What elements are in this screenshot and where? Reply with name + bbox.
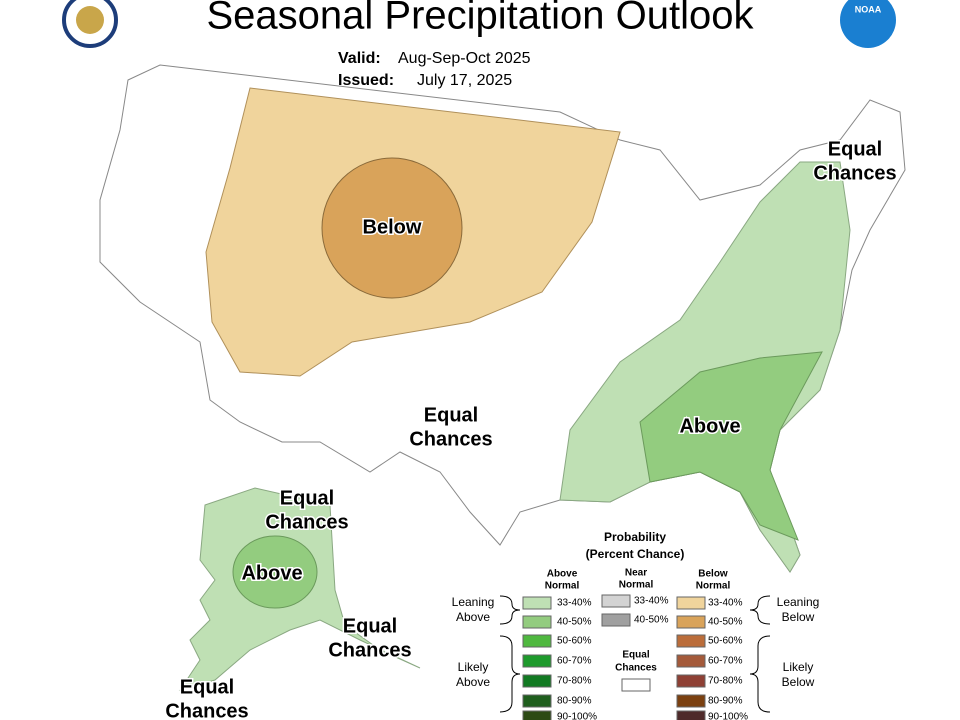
region-label: Above [679, 415, 740, 437]
issued-label: Issued: [338, 72, 394, 89]
alaska-above-area [232, 535, 318, 609]
issued-value: July 17, 2025 [417, 72, 512, 89]
valid-label: Valid: [338, 50, 381, 67]
legend-range: 40-50% [557, 617, 592, 628]
legend-swatch [676, 654, 706, 668]
legend-swatch [522, 596, 552, 610]
legend-range: 70-80% [557, 676, 592, 687]
region-label: Chances [813, 162, 896, 184]
region-label: Above [241, 562, 302, 584]
legend-range: 70-80% [708, 676, 743, 687]
region-label: Equal [424, 404, 478, 426]
legend-range: 50-60% [557, 636, 592, 647]
below-40-50-area [321, 157, 463, 299]
legend-column-header: Normal [619, 580, 654, 591]
legend-range: 90-100% [708, 712, 748, 720]
brace [499, 595, 521, 625]
legend-equal-label: Chances [615, 663, 657, 674]
legend-column-header: Normal [696, 581, 731, 592]
region-label: Equal [343, 615, 397, 637]
legend-swatch [601, 594, 631, 608]
legend-range: 90-100% [557, 712, 597, 720]
legend-range: 60-70% [557, 656, 592, 667]
legend-swatch [522, 694, 552, 708]
legend-group-label: Leaning [452, 595, 495, 609]
region-label: Equal [280, 487, 334, 509]
legend-column-header: Normal [545, 581, 580, 592]
legend-group-label: Likely [783, 660, 814, 674]
title: Seasonal Precipitation Outlook [207, 0, 755, 38]
legend-column-header: Near [625, 568, 647, 579]
legend-title: Probability [604, 530, 666, 544]
legend-range: 33-40% [634, 596, 669, 607]
legend-group-label: Below [782, 675, 815, 689]
legend-range: 40-50% [708, 617, 743, 628]
legend-range: 40-50% [634, 615, 669, 626]
legend-range: 33-40% [708, 598, 743, 609]
legend-range: 50-60% [708, 636, 743, 647]
legend-column-header: Below [698, 569, 728, 580]
legend-swatch [621, 678, 651, 692]
legend-swatch [676, 615, 706, 629]
legend-subtitle: (Percent Chance) [586, 547, 685, 561]
region-label: Chances [165, 700, 248, 720]
legend-swatch [522, 615, 552, 629]
legend-column-header: Above [547, 569, 578, 580]
region-label: Equal [180, 676, 234, 698]
legend-swatch [522, 674, 552, 688]
legend-group-label: Above [456, 610, 490, 624]
region-label: Below [363, 216, 422, 238]
legend-swatch [676, 710, 706, 720]
legend-range: 60-70% [708, 656, 743, 667]
valid-value: Aug-Sep-Oct 2025 [398, 50, 531, 67]
legend-swatch [522, 710, 552, 720]
noaa-logo [840, 0, 896, 48]
legend-swatch [676, 596, 706, 610]
legend-swatch [522, 634, 552, 648]
legend-equal-label: Equal [622, 650, 649, 661]
legend-swatch [676, 634, 706, 648]
legend-swatch [676, 674, 706, 688]
region-label: Chances [409, 428, 492, 450]
noaa-logo-text: NOAA [855, 4, 882, 14]
brace [749, 595, 771, 625]
legend-range: 33-40% [557, 598, 592, 609]
doc-seal-center [76, 6, 104, 34]
above-40-50-area [639, 351, 823, 541]
legend-swatch [676, 694, 706, 708]
region-label: Equal [828, 138, 882, 160]
legend-group-label: Above [456, 675, 490, 689]
region-label: Chances [328, 639, 411, 661]
brace [499, 635, 521, 713]
legend-group-label: Leaning [777, 595, 820, 609]
legend-range: 80-90% [557, 696, 592, 707]
legend-swatch [522, 654, 552, 668]
legend-group-label: Likely [458, 660, 489, 674]
brace [749, 635, 771, 713]
region-label: Chances [265, 511, 348, 533]
legend-swatch [601, 613, 631, 627]
legend-group-label: Below [782, 610, 815, 624]
legend-range: 80-90% [708, 696, 743, 707]
